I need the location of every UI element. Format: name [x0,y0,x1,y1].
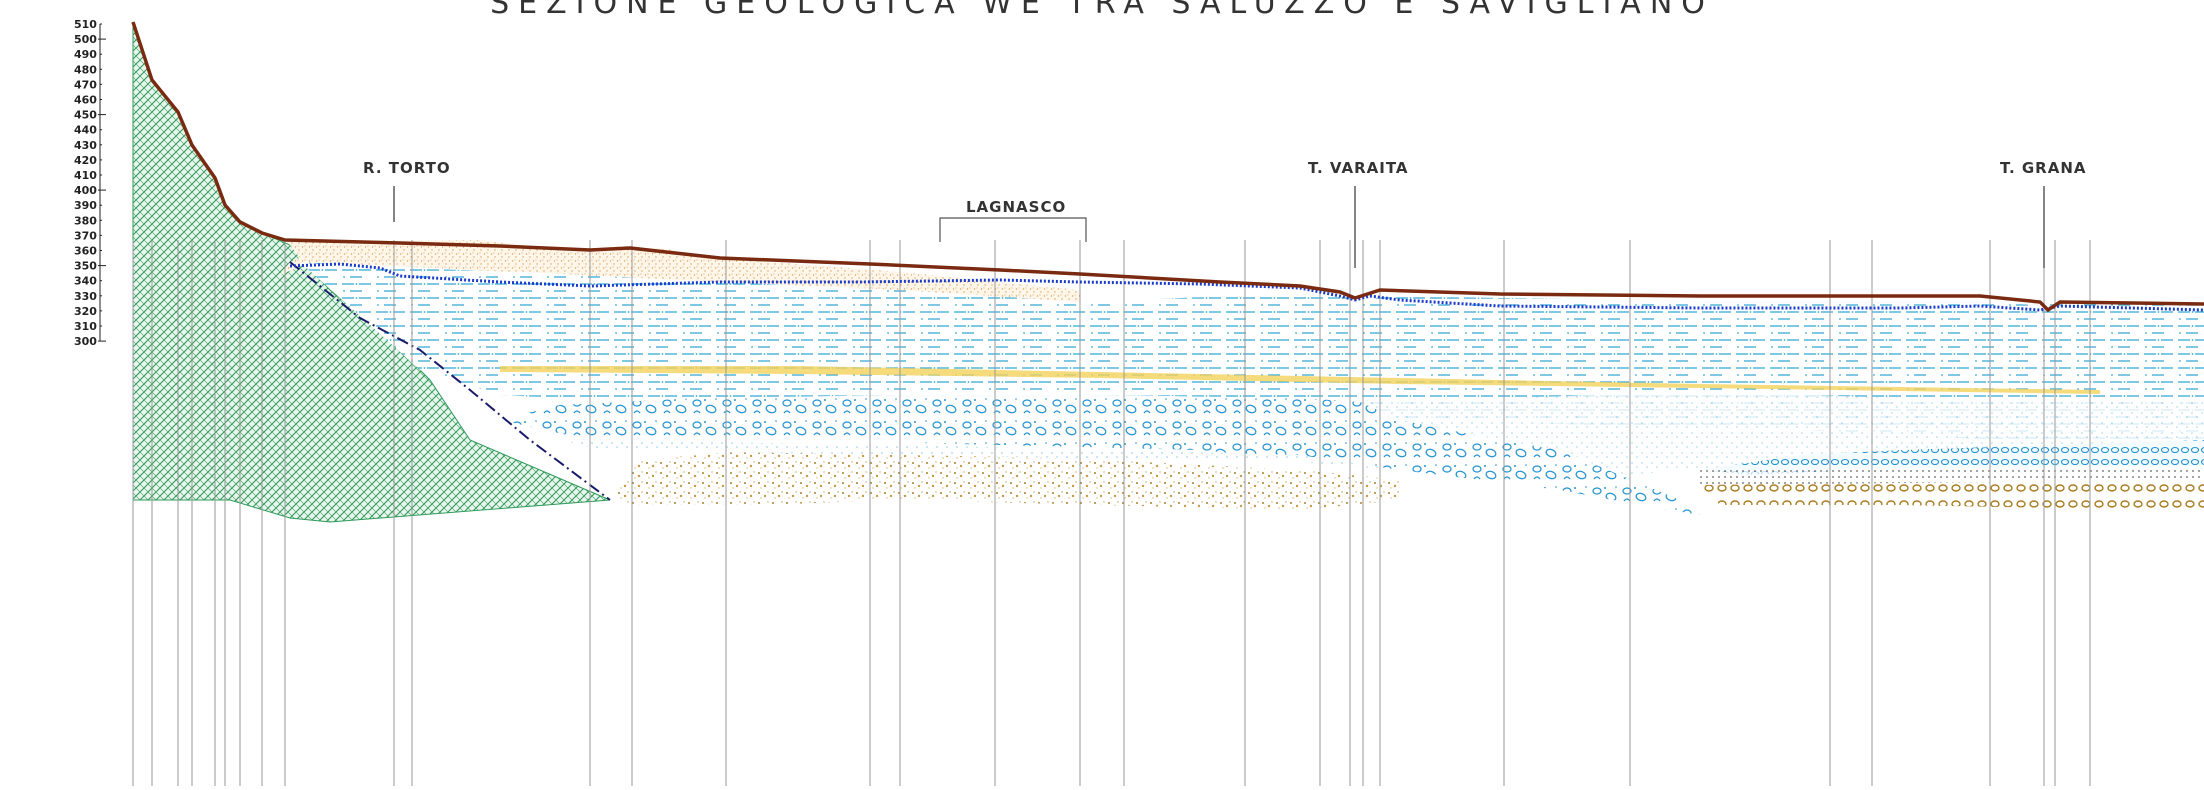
elevation-tick-label: 470 [74,78,97,91]
place-t-grana: T. GRANA [2000,159,2087,268]
elevation-tick-label: 400 [74,184,97,197]
elevation-tick-label: 510 [74,18,97,31]
place-label-t-grana: T. GRANA [2000,159,2087,177]
section-title: SEZIONE GEOLOGICA WE TRA SALUZZO E SAVIG… [490,0,1714,21]
water-table-line [289,262,2204,312]
bedrock-contact [289,261,611,501]
blue-dotted-band [560,440,1400,470]
elevation-tick-label: 340 [74,275,97,288]
elevation-tick-label: 310 [74,320,97,333]
elevation-tick-label: 350 [74,260,97,273]
dotted-gravel-layer [1360,395,2204,475]
gravel-layer-east [1700,440,2204,475]
elevation-tick-label: 500 [74,33,97,46]
elevation-tick-label: 390 [74,199,97,212]
elevation-tick-label: 440 [74,124,97,137]
place-lagnasco: LAGNASCO [939,198,1087,242]
elevation-axis: 510 500 490 480 470 460 450 440 430 420 410 400 390 3… [74,18,106,348]
elevation-tick-label: 490 [74,48,97,61]
elevation-tick-label: 360 [74,245,97,258]
place-t-varaita: T. VARAITA [1308,159,1409,268]
elevation-tick-label: 330 [74,290,97,303]
elevation-tick-label: 370 [74,229,97,242]
place-label-t-varaita: T. VARAITA [1308,159,1409,177]
elevation-tick-label: 410 [74,169,97,182]
elevation-tick-label: 420 [74,154,97,167]
elevation-tick-label: 300 [74,335,97,348]
dark-dotted-layer [1700,466,2204,485]
place-r-torto: R. TORTO [363,159,451,222]
borehole-lines [132,240,2091,786]
elevation-tick-label: 320 [74,305,97,318]
place-label-lagnasco: LAGNASCO [966,198,1066,216]
place-label-r-torto: R. TORTO [363,159,451,177]
elevation-tick-label: 450 [74,109,97,122]
elevation-tick-label: 480 [74,63,97,76]
elevation-tick-label: 380 [74,214,97,227]
sand-fill-upper [300,242,1080,305]
elevation-tick-label: 430 [74,139,97,152]
brown-gravel-layer [610,450,1400,510]
gravel-layer [500,395,1700,515]
ground-surface-line [131,21,2204,313]
brown-pebble-layer [1700,476,2204,510]
elevation-tick-label: 460 [74,94,97,107]
